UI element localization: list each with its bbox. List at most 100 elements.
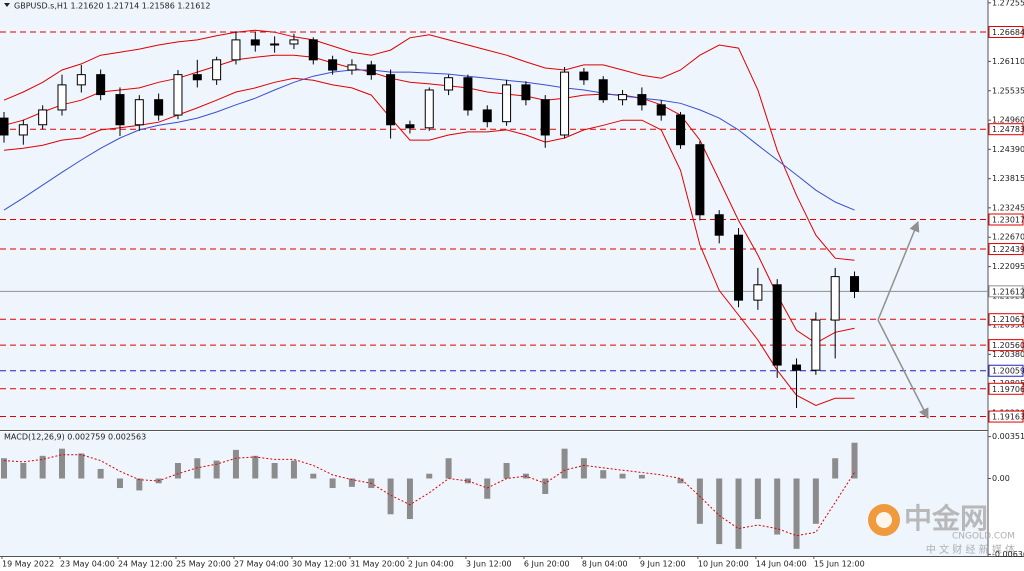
- level-box: [988, 382, 1024, 395]
- macd-bar: [1, 458, 7, 479]
- logo-inner: [876, 512, 892, 528]
- macd-bar: [194, 458, 201, 479]
- macd-bar: [716, 478, 723, 545]
- x-tick-label: 14 Jun 04:00: [756, 560, 807, 569]
- candle-body: [115, 94, 125, 126]
- macd-bar: [600, 470, 607, 479]
- x-tick-label: 31 May 20:00: [350, 560, 405, 569]
- level-box: [988, 339, 1024, 352]
- candle-body: [405, 124, 415, 129]
- y-tick-label: 1.24960: [992, 116, 1024, 125]
- level-label: 1.22439: [992, 245, 1024, 254]
- level-label: 1.21067: [992, 315, 1024, 324]
- macd-tick-label: 0.00: [992, 474, 1010, 483]
- macd-bar: [406, 478, 413, 520]
- macd-tick-label: 0.003514: [992, 432, 1024, 441]
- y-tick-label: 1.22670: [992, 233, 1024, 242]
- level-box: [988, 123, 1024, 136]
- level-label: 1.19706: [992, 385, 1024, 394]
- candle-body: [154, 99, 164, 116]
- candle-body: [579, 71, 589, 81]
- x-tick-label: 6 Jun 20:00: [524, 560, 570, 569]
- macd-bar: [754, 478, 761, 520]
- candle-body: [18, 124, 28, 136]
- candle-body: [308, 39, 318, 61]
- candle-body: [173, 74, 183, 116]
- candle-body: [830, 276, 840, 321]
- macd-bar: [580, 458, 587, 479]
- macd-bar: [329, 478, 336, 489]
- candle-body: [347, 64, 357, 71]
- x-tick-label: 2 Jun 04:00: [408, 560, 454, 569]
- candle-body: [134, 99, 144, 126]
- candle-body: [753, 284, 763, 301]
- level-label: 1.20560: [992, 341, 1024, 350]
- macd-bar: [232, 449, 239, 479]
- candle-body: [38, 109, 48, 126]
- candle-body: [695, 144, 705, 216]
- candle-body: [772, 284, 782, 366]
- candle-body: [444, 77, 454, 91]
- macd-bar: [426, 473, 433, 479]
- macd-bar: [348, 478, 355, 487]
- candle-body: [76, 74, 86, 86]
- candle-body: [192, 74, 202, 81]
- macd-bar: [677, 478, 684, 484]
- candle-body: [792, 364, 802, 371]
- plot: 1.27255 1.26110 1.25535 1.24960 1.24390 1.238…: [0, 0, 1024, 549]
- macd-title: MACD(12,26,9) 0.002759 0.002563: [4, 433, 146, 442]
- y-tick-label: 1.23245: [992, 203, 1024, 212]
- macd-bar: [638, 474, 645, 479]
- level-label: 1.26684: [992, 28, 1024, 37]
- macd-bar: [20, 463, 27, 479]
- macd-tick-label: -0.006368: [992, 550, 1024, 559]
- macd-bar: [116, 478, 123, 489]
- candle-body: [714, 214, 724, 236]
- macd-bar: [78, 453, 85, 479]
- x-tick-label: 30 May 12:00: [292, 560, 347, 569]
- up-arrow: [877, 221, 920, 321]
- macd-bar: [174, 463, 181, 479]
- candle-body: [386, 74, 396, 126]
- macd-bar: [774, 478, 781, 535]
- candle-body: [656, 104, 666, 116]
- candle-body: [366, 64, 376, 76]
- level-label: 1.21612: [992, 287, 1024, 296]
- price-scale: [988, 0, 1024, 556]
- candle-body: [289, 39, 299, 45]
- y-tick-label: 1.24390: [992, 145, 1024, 154]
- candle-body: [502, 84, 512, 123]
- watermark-tagline: 中 文 财 经 新 媒 体: [926, 543, 1015, 556]
- candle-body: [811, 319, 821, 371]
- down-arrow: [877, 319, 929, 419]
- candle-body: [270, 43, 280, 46]
- candle-body: [212, 59, 222, 81]
- candle-body: [96, 74, 106, 96]
- macd-bar: [696, 478, 703, 524]
- candle-body: [57, 84, 67, 111]
- chart-header: GBPUSD.s,H1 1.21620 1.21714 1.21586 1.21…: [14, 2, 210, 11]
- indicator-line: [3, 29, 855, 261]
- price-panel: [0, 0, 988, 430]
- level-box: [988, 313, 1024, 326]
- level-box: [988, 285, 1024, 298]
- watermark-name: 中金网: [904, 502, 988, 535]
- macd-bar: [619, 473, 626, 479]
- level-box: [988, 26, 1024, 39]
- macd-bar: [735, 478, 742, 549]
- level-box: [988, 410, 1024, 423]
- macd-bar: [793, 478, 800, 549]
- level-box: [988, 364, 1024, 377]
- macd-bar: [58, 448, 65, 479]
- candle-body: [618, 94, 628, 101]
- candle-body: [250, 39, 260, 46]
- x-tick-label: 19 May 2022: [2, 560, 54, 569]
- x-tick-label: 9 Jun 12:00: [640, 560, 686, 569]
- level-label: 1.19163: [992, 413, 1024, 422]
- macd-bar: [97, 468, 104, 479]
- y-tick-label: 1.23815: [992, 174, 1024, 183]
- macd-panel: [0, 432, 988, 556]
- y-tick-label: 1.26110: [992, 57, 1024, 66]
